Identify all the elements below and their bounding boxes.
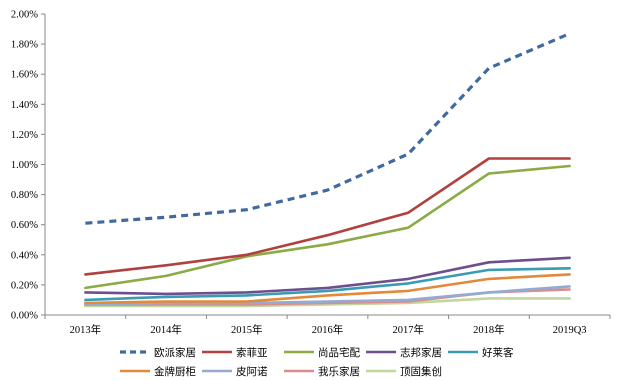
x-tick-label: 2019Q3 [553,325,587,336]
x-tick-label: 2014年 [150,323,182,336]
series-line-6 [84,273,571,305]
series-layer [84,32,571,308]
legend-label: 我乐家居 [318,365,360,378]
y-tick-label: 2.00% [11,10,38,21]
y-tick-label: 1.60% [11,70,38,81]
legend-label: 金牌厨柜 [154,365,196,378]
legend-item: 金牌厨柜 [120,365,196,378]
x-tick-label: 2017年 [392,323,424,336]
legend-item: 好莱客 [448,346,514,359]
y-tick-label: 1.80% [11,40,38,51]
legend-item: 欧派家居 [120,346,196,359]
y-tick-label: 0.20% [11,280,38,291]
legend-item: 索菲亚 [202,346,268,359]
series-line-7 [84,285,571,306]
y-tick-label: 0.40% [11,250,38,261]
legend-item: 我乐家居 [284,365,360,378]
y-tick-label: 1.40% [11,100,38,111]
y-tick-label: 1.20% [11,130,38,141]
legend-item: 尚品宅配 [284,346,360,359]
y-tick-label: 1.00% [11,160,38,171]
axes: 0.00% 0.20% 0.40% 0.60% 0.80% 1.00% 1.20% 1.40%… [11,10,611,336]
series-line-3 [84,164,571,290]
x-tick-label: 2018年 [473,323,505,336]
series-line-2 [84,157,571,276]
legend-label: 索菲亚 [236,346,268,359]
legend-label: 志邦家居 [400,346,442,359]
x-tick-label: 2016年 [312,323,344,336]
y-tick-label: 0.80% [11,190,38,201]
y-tick-label: 0.60% [11,220,38,231]
legend-label: 皮阿诺 [236,365,268,378]
legend-label: 尚品宅配 [318,346,360,359]
series-line-5 [84,266,571,302]
legend-item: 顶固集创 [366,365,442,378]
y-tick-label: 0.00% [11,311,38,322]
series-line-4 [84,256,571,296]
series-line-1 [85,32,571,225]
legend-label: 欧派家居 [154,346,196,359]
legend-label: 顶固集创 [400,365,442,378]
legend-label: 好莱客 [482,346,514,359]
x-tick-label: 2013年 [70,323,102,336]
x-tick-label: 2015年 [231,323,263,336]
legend-item: 皮阿诺 [202,365,268,378]
legend-item: 志邦家居 [366,346,442,359]
series-line-9 [84,297,571,308]
